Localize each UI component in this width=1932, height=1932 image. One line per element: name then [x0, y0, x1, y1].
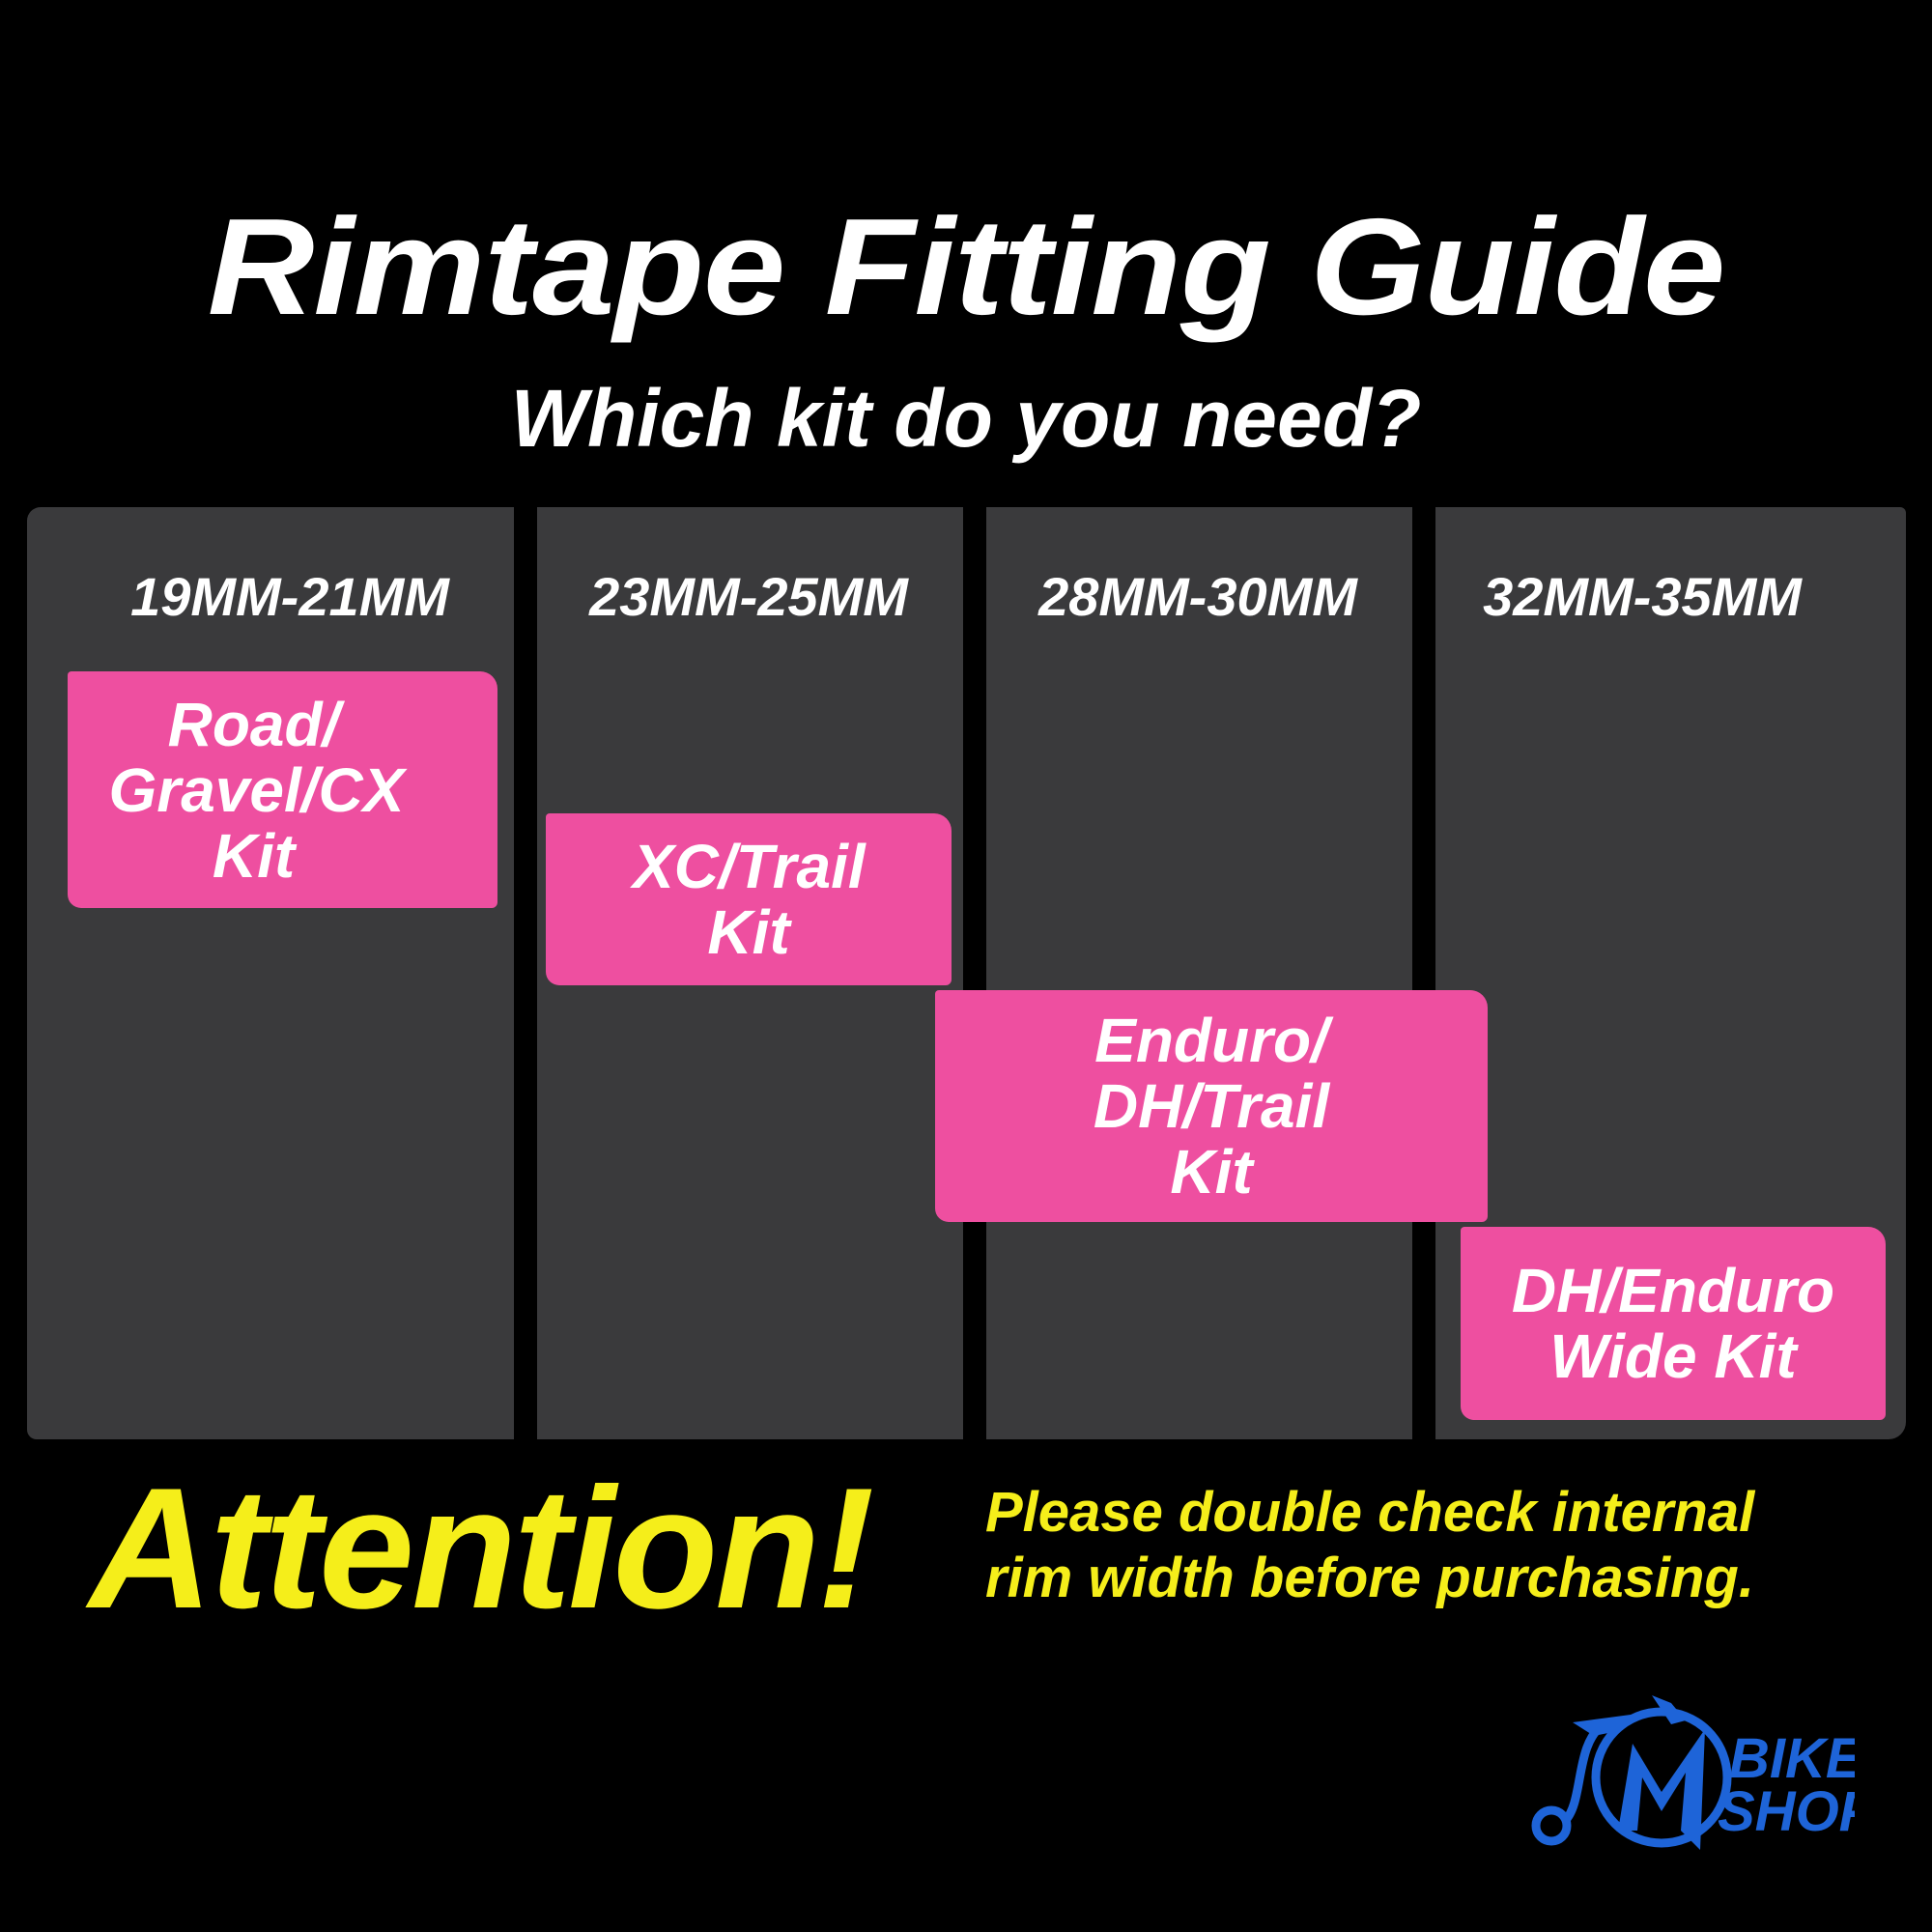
kit-dh-enduro-wide: DH/Enduro Wide Kit	[1461, 1227, 1886, 1420]
kit-road-gravel-cx: Road/ Gravel/CX Kit	[68, 671, 497, 908]
kit-label: XC/Trail Kit	[633, 832, 866, 967]
kit-xc-trail: XC/Trail Kit	[546, 813, 952, 985]
column-header-28-30: 28MM-30MM	[1038, 566, 1357, 627]
penny-farthing-bicycle-icon: BIKE SHOP	[1531, 1695, 1877, 1850]
column-header-19-21: 19MM-21MM	[130, 566, 449, 627]
notice-line: Please double check internal	[985, 1481, 1755, 1544]
notice-line: rim width before purchasing.	[985, 1547, 1754, 1609]
kit-label: Road/ Gravel/CX Kit	[108, 689, 405, 891]
column-header-32-35: 32MM-35MM	[1483, 566, 1802, 627]
column-divider	[514, 497, 537, 1449]
column-divider	[963, 497, 986, 1449]
logo-text-shop: SHOP	[1718, 1780, 1855, 1843]
page-subtitle: Which kit do you need?	[510, 373, 1422, 464]
kit-label: Enduro/ DH/Trail Kit	[1093, 1006, 1330, 1207]
column-header-23-25: 23MM-25MM	[589, 566, 908, 627]
kit-label: DH/Enduro Wide Kit	[1511, 1256, 1835, 1391]
attention-heading: Attention!	[89, 1452, 874, 1644]
logo-text-bike: BIKE	[1729, 1727, 1855, 1790]
column-divider	[1412, 497, 1435, 1449]
bike-shop-logo: BIKE SHOP	[1526, 1686, 1877, 1860]
attention-notice: Please double check internal rim width b…	[985, 1480, 1754, 1611]
page-title: Rimtape Fitting Guide	[207, 190, 1726, 344]
kit-enduro-dh-trail: Enduro/ DH/Trail Kit	[935, 990, 1488, 1222]
